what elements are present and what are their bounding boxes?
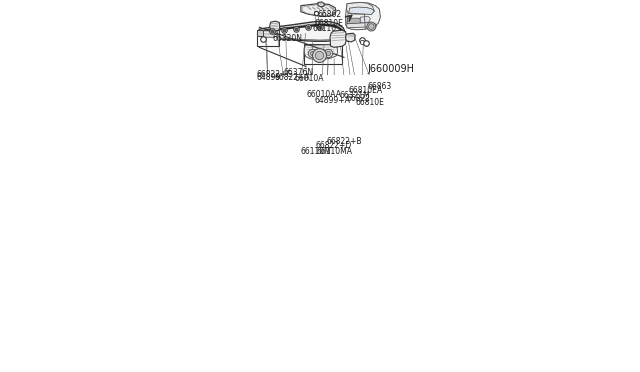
Text: 66822+B: 66822+B (326, 137, 362, 147)
Text: 66010A: 66010A (294, 74, 324, 83)
Text: 66822: 66822 (347, 94, 371, 103)
Text: 66010AA: 66010AA (307, 90, 342, 99)
Polygon shape (330, 30, 346, 47)
Polygon shape (346, 33, 355, 42)
Polygon shape (347, 18, 360, 24)
Polygon shape (259, 30, 278, 37)
Polygon shape (259, 35, 262, 36)
Text: 66810E: 66810E (356, 98, 385, 107)
Polygon shape (346, 2, 380, 30)
Polygon shape (367, 22, 376, 31)
Text: 66863: 66863 (367, 82, 392, 91)
Text: 66822+D: 66822+D (316, 141, 352, 151)
Polygon shape (257, 30, 279, 46)
Text: 66110: 66110 (313, 24, 337, 33)
Text: 64899+A: 64899+A (315, 96, 351, 105)
Text: 66822+A: 66822+A (275, 73, 310, 82)
Text: 66822+C: 66822+C (257, 70, 292, 79)
Polygon shape (347, 2, 374, 14)
Polygon shape (269, 21, 280, 31)
Text: 66810EA: 66810EA (349, 86, 383, 95)
Polygon shape (304, 45, 338, 60)
Text: 66862: 66862 (318, 10, 342, 19)
Polygon shape (259, 21, 345, 41)
Text: 66110M: 66110M (301, 147, 332, 156)
Text: 66321M: 66321M (340, 90, 371, 100)
Text: 66376N: 66376N (284, 68, 314, 77)
Text: 66110MA: 66110MA (317, 147, 353, 156)
Polygon shape (349, 7, 374, 15)
Polygon shape (318, 2, 324, 7)
Polygon shape (360, 16, 371, 23)
Polygon shape (304, 44, 342, 64)
Text: 66810E: 66810E (315, 19, 344, 28)
Text: 64899: 64899 (257, 73, 281, 82)
Text: J660009H: J660009H (367, 64, 415, 74)
Text: 66320N: 66320N (272, 34, 302, 43)
Polygon shape (301, 4, 336, 16)
Polygon shape (347, 23, 376, 28)
Polygon shape (369, 24, 374, 29)
